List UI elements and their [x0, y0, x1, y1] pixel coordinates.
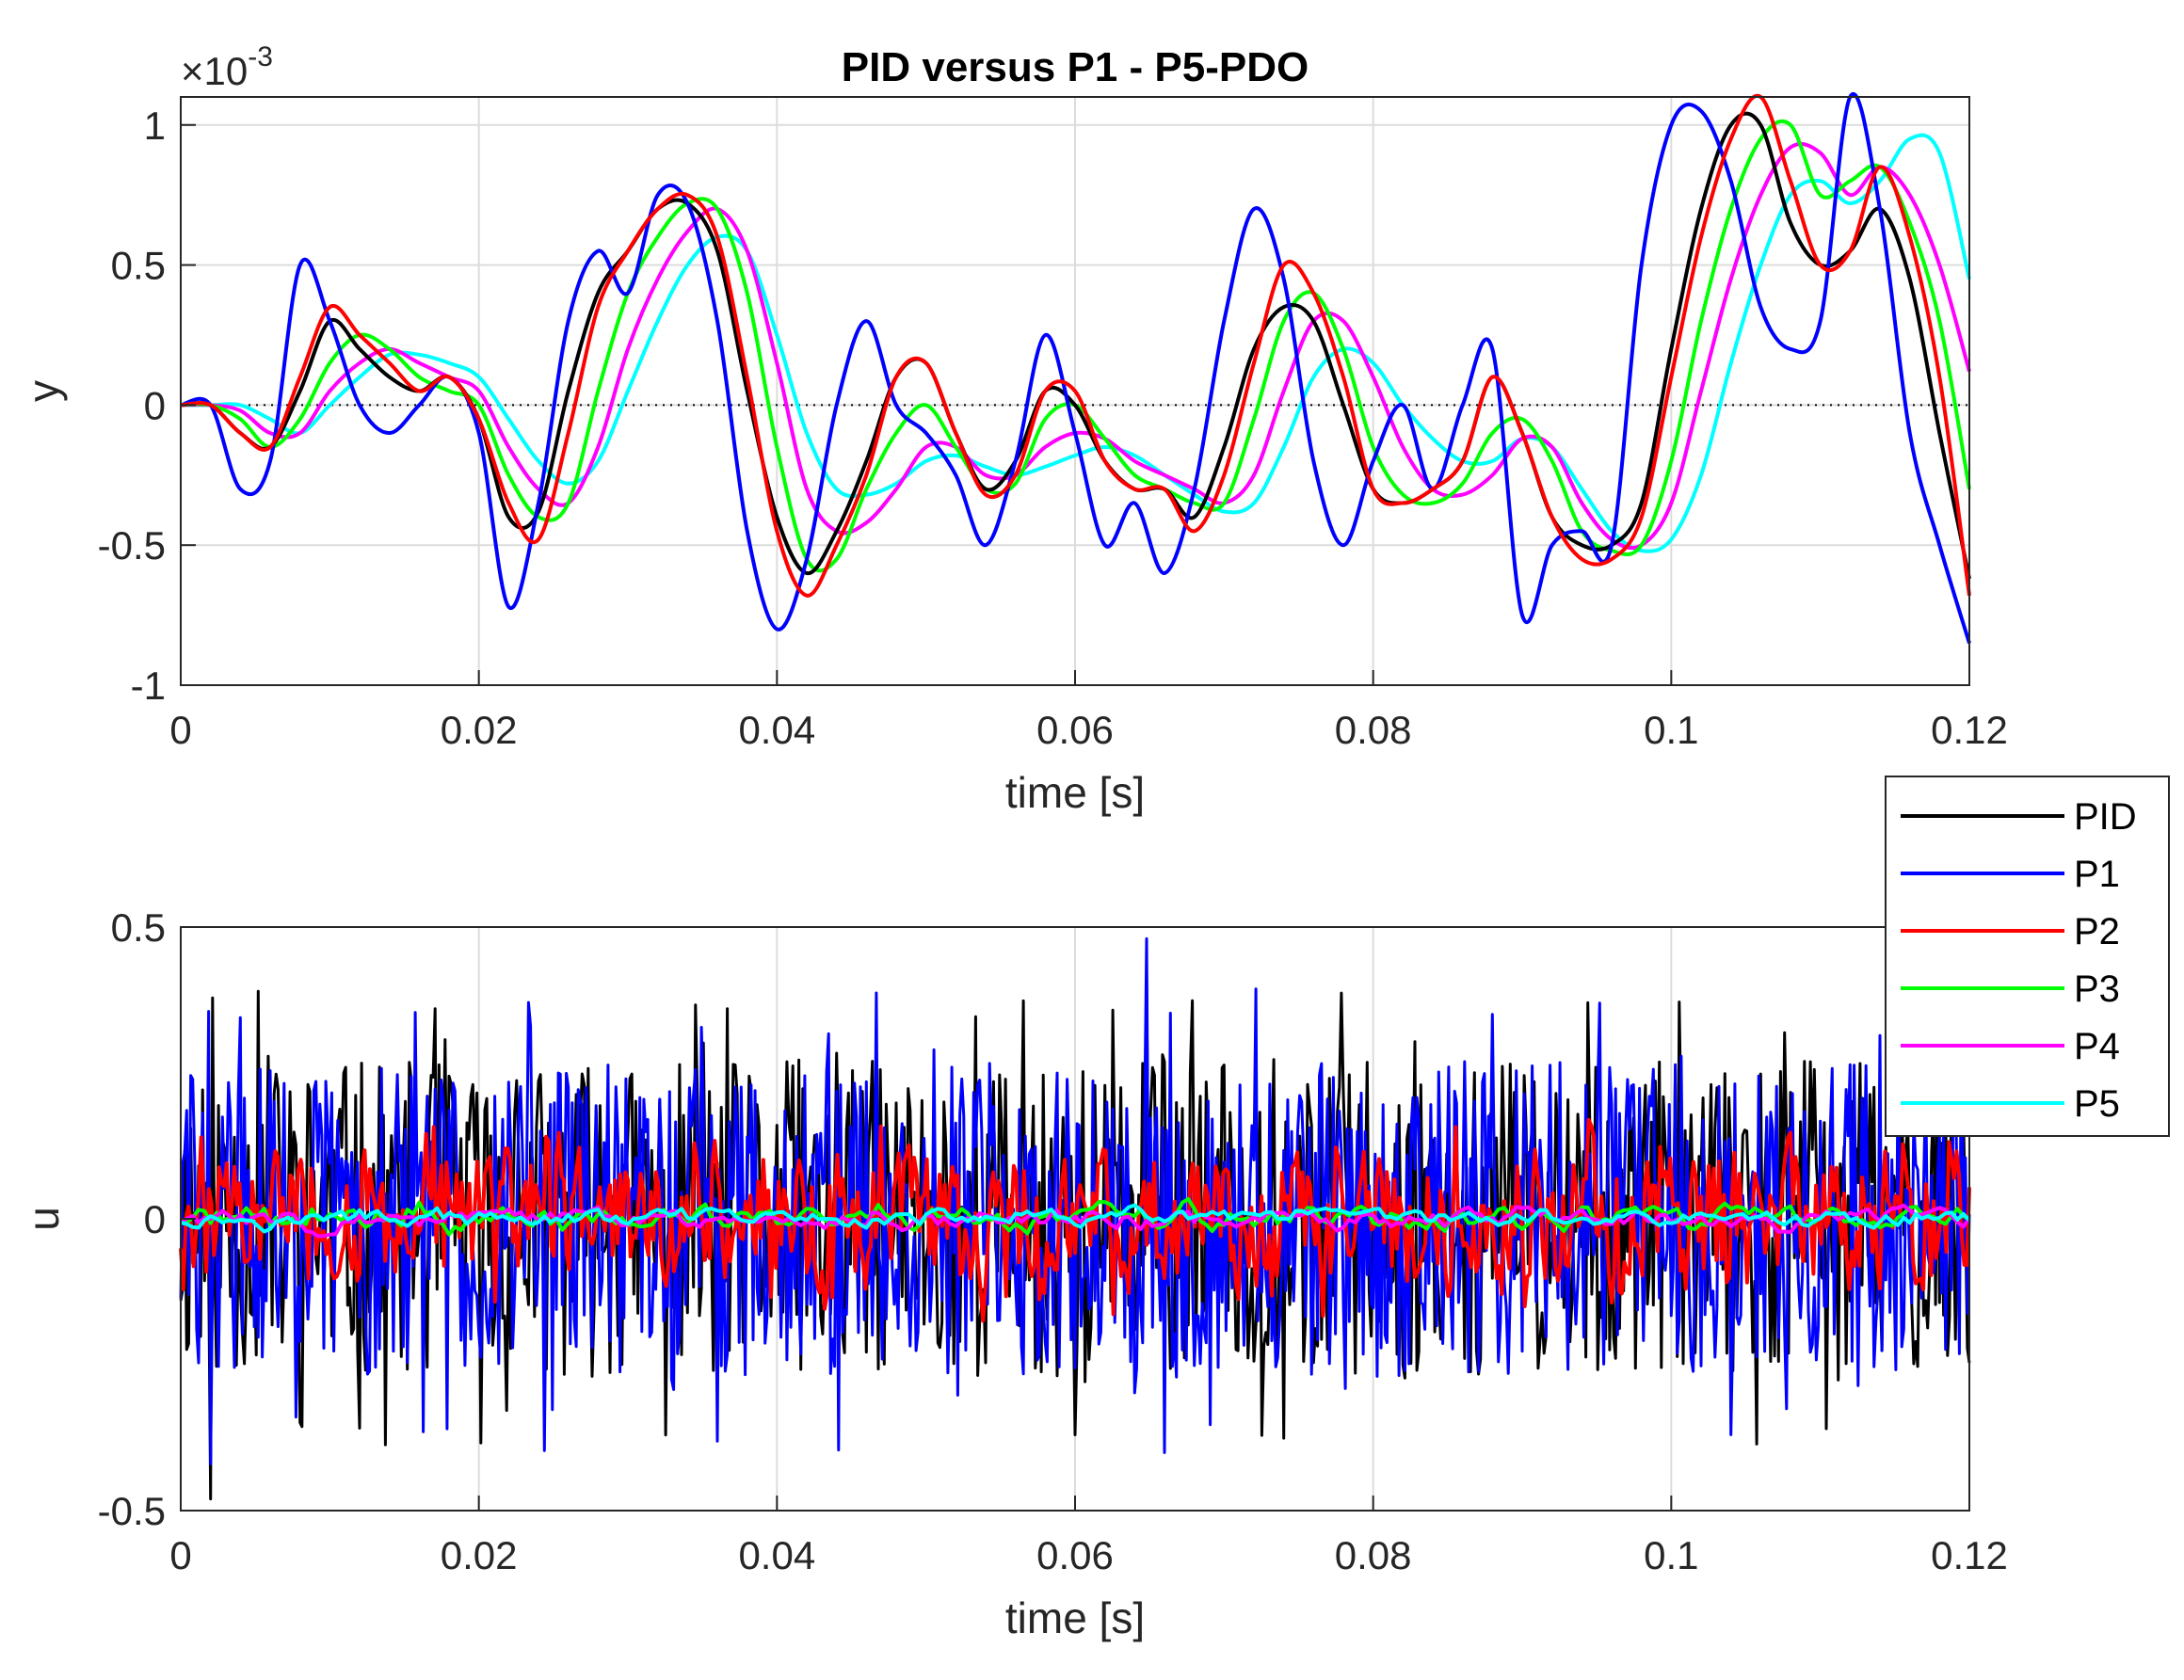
x-tick-label: 0 [169, 708, 191, 752]
legend-label-p3: P3 [2074, 968, 2120, 1010]
x-tick-label: 0.08 [1335, 1533, 1412, 1577]
y-tick-label: 1 [144, 104, 166, 148]
bottom-x-axis-label: time [s] [1005, 1593, 1145, 1642]
x-tick-label: 0.06 [1036, 1533, 1114, 1577]
x-tick-label: 0.04 [738, 1533, 815, 1577]
legend-label-pid: PID [2074, 796, 2137, 838]
x-tick-label: 0.1 [1644, 708, 1698, 752]
bottom-x-ticks: 0 0.02 0.04 0.06 0.08 0.1 0.12 [169, 1496, 2008, 1577]
x-tick-label: 0.08 [1335, 708, 1412, 752]
x-tick-label: 0.02 [441, 708, 518, 752]
bottom-y-ticks: -0.5 0 0.5 [98, 905, 196, 1533]
y-tick-label: 0.5 [111, 244, 166, 288]
y-tick-label: -0.5 [98, 1489, 166, 1533]
exponent-base: ×10 [181, 49, 248, 93]
series-line-p3 [180, 119, 1971, 573]
legend-label-p5: P5 [2074, 1083, 2120, 1125]
series-line-pid [180, 111, 1971, 580]
legend-box [1885, 776, 2170, 1137]
x-tick-label: 0.12 [1931, 708, 2008, 752]
top-plot: 0 0.02 0.04 0.06 0.08 0.1 0.12 -1 -0.5 0 0.5 1 PID… [19, 41, 2008, 817]
series-line-p2 [179, 1117, 1971, 1323]
x-tick-label: 0.04 [738, 708, 815, 752]
y-exponent-label: ×10-3 [181, 41, 273, 93]
x-tick-label: 0.1 [1644, 1533, 1698, 1577]
top-x-ticks: 0 0.02 0.04 0.06 0.08 0.1 0.12 [169, 670, 2008, 752]
chart-title: PID versus P1 - P5-PDO [842, 44, 1309, 90]
legend-items: PID P1 P2 P3 P4 P5 [1901, 796, 2137, 1125]
series-line-p4 [180, 141, 1971, 551]
series-line-p1 [179, 936, 1971, 1465]
series-line-p3 [180, 1197, 1971, 1237]
bottom-y-axis-label: u [19, 1207, 68, 1231]
bottom-plot: 0 0.02 0.04 0.06 0.08 0.1 0.12 -0.500.5 time [… [19, 905, 2008, 1642]
legend-label-p1: P1 [2074, 854, 2120, 895]
x-tick-label: 0 [169, 1533, 191, 1577]
top-y-axis-label: y [19, 380, 68, 402]
top-x-axis-label: time [s] [1005, 768, 1145, 817]
exponent-power: -3 [248, 41, 273, 72]
top-y-ticks: -1 -0.5 0 0.5 1 [98, 104, 196, 708]
legend-label-p4: P4 [2074, 1026, 2120, 1067]
series-line-p5 [181, 133, 1971, 553]
y-tick-label: -1 [131, 664, 166, 708]
series-line-p2 [180, 93, 1971, 598]
y-tick-label: 0 [144, 383, 166, 427]
x-tick-label: 0.06 [1036, 708, 1114, 752]
legend-label-p2: P2 [2074, 911, 2120, 952]
top-series-group [180, 92, 1971, 644]
y-tick-label: -0.5 [98, 523, 166, 568]
series-line-p1 [180, 92, 1971, 644]
series-line-p5 [180, 1203, 1971, 1234]
y-tick-label: 0 [144, 1197, 166, 1241]
legend: PID P1 P2 P3 P4 P5 [1885, 776, 2170, 1137]
y-tick-label: 0.5 [111, 905, 166, 950]
x-tick-label: 0.12 [1931, 1533, 2008, 1577]
x-tick-label: 0.02 [441, 1533, 518, 1577]
bottom-series-group [179, 936, 1971, 1501]
